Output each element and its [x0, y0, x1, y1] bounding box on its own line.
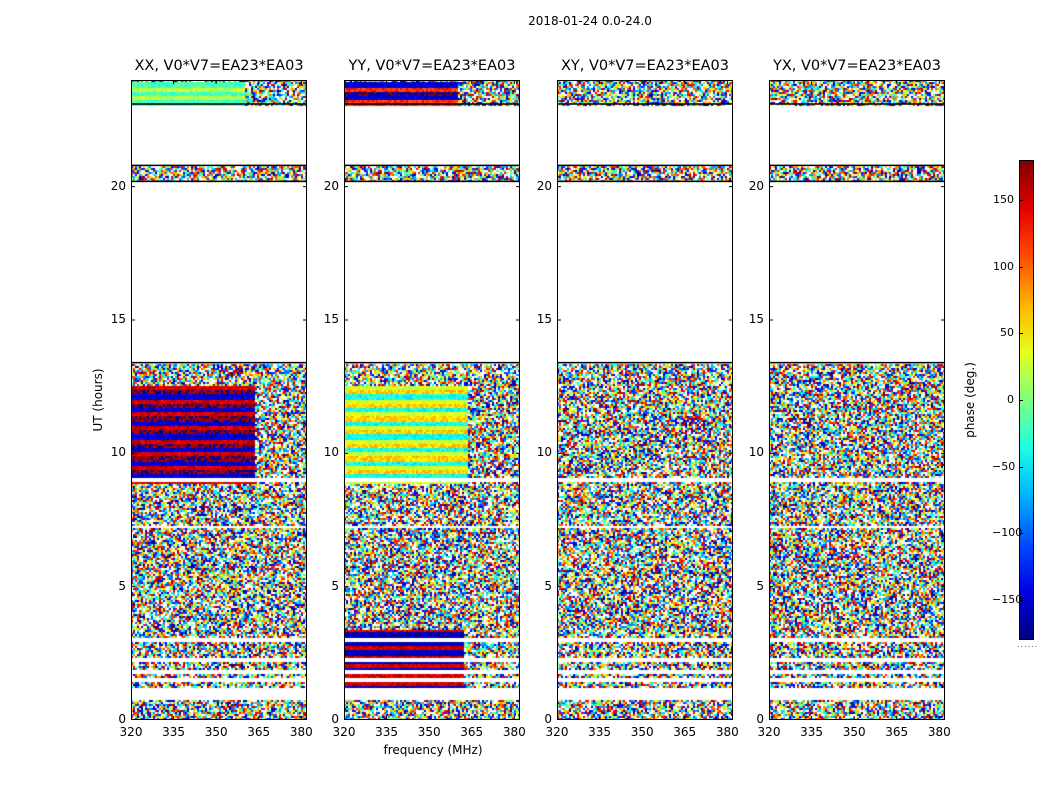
x-tick-label: 335 [162, 725, 186, 739]
colorbar-label: phase (deg.) [963, 362, 977, 438]
y-tick-label: 5 [544, 578, 552, 593]
y-tick-label: 5 [756, 578, 764, 593]
x-tick-label: 335 [588, 725, 612, 739]
x-tick-label: 380 [502, 725, 526, 739]
y-tick-label: 0 [756, 712, 764, 726]
colorbar-tick-mark [1019, 200, 1023, 201]
y-tick-label: 15 [110, 312, 126, 326]
heatmap-panel-xx [131, 80, 307, 720]
panel-title-yx: YX, V0*V7=EA23*EA03 [772, 58, 941, 74]
x-tick-label: 320 [545, 725, 569, 739]
y-tick-label: 15 [536, 312, 552, 326]
heatmap-image-xx [131, 80, 307, 720]
x-tick-label: 320 [332, 725, 356, 739]
x-tick-label: 320 [119, 725, 143, 739]
y-tick-label: 5 [331, 578, 339, 593]
y-tick-label: 15 [748, 312, 764, 326]
colorbar-tick-mark [1019, 533, 1023, 535]
y-tick-label: 0 [331, 712, 339, 726]
colorbar-tick-label: 50 [1000, 326, 1014, 340]
x-tick-label: 365 [673, 725, 697, 739]
heatmap-yx [769, 80, 945, 720]
panel-frame [131, 80, 307, 720]
colorbar-tick-mark [1019, 600, 1023, 601]
x-tick-label: 350 [842, 725, 866, 739]
panel-title-xy: XY, V0*V7=EA23*EA03 [560, 58, 729, 74]
y-tick-label: 0 [118, 712, 126, 726]
x-tick-label: 350 [204, 725, 228, 739]
y-tick-label: 10 [536, 445, 552, 460]
y-tick-label: 10 [110, 445, 126, 460]
x-tick-label: 365 [885, 725, 909, 739]
colorbar-footer: ...... [1017, 640, 1039, 649]
y-tick-label: 15 [323, 312, 339, 326]
y-tick-label: 20 [110, 178, 126, 193]
y-tick-label: 10 [748, 445, 764, 460]
colorbar-tick-mark [1019, 466, 1023, 468]
panel-frame [557, 80, 733, 720]
colorbar-tick-label: 0 [1007, 393, 1014, 406]
y-tick-label: 5 [118, 578, 126, 593]
x-tick-label: 335 [800, 725, 824, 739]
colorbar-tick-label: −100 [992, 526, 1023, 540]
x-tick-label: 320 [757, 725, 781, 739]
heatmap-panel-yy [344, 80, 520, 720]
colorbar-tick-mark [1019, 333, 1023, 335]
heatmap-xx [131, 80, 307, 720]
x-tick-label: 380 [289, 725, 313, 739]
heatmap-image-xy [557, 80, 733, 720]
heatmap-yy [344, 80, 520, 720]
y-tick-label: 20 [536, 178, 552, 193]
heatmap-xy [557, 80, 733, 720]
panel-frame [344, 80, 520, 720]
x-tick-label: 380 [715, 725, 739, 739]
panel-title-yy: YY, V0*V7=EA23*EA03 [348, 58, 516, 74]
panel-frame [769, 80, 945, 720]
y-tick-label: 20 [748, 178, 764, 193]
heatmap-image-yx [769, 80, 945, 720]
heatmap-panel-yx [769, 80, 945, 720]
y-axis-label: UT (hours) [91, 368, 105, 432]
y-tick-label: 0 [544, 712, 552, 726]
x-axis-label: frequency (MHz) [383, 743, 483, 757]
figure-title: 2018-01-24 0.0-24.0 [528, 14, 652, 28]
x-tick-label: 350 [417, 725, 441, 739]
x-tick-label: 365 [247, 725, 271, 739]
heatmap-image-yy [344, 80, 520, 720]
x-tick-label: 335 [375, 725, 399, 739]
colorbar-tick-label: −150 [992, 593, 1023, 606]
panel-title-xx: XX, V0*V7=EA23*EA03 [134, 58, 304, 74]
y-tick-label: 20 [323, 178, 339, 193]
x-tick-label: 350 [630, 725, 654, 739]
x-tick-label: 365 [460, 725, 484, 739]
colorbar-tick-label: −50 [992, 459, 1016, 473]
colorbar-tick-mark [1019, 266, 1023, 268]
heatmap-panel-xy [557, 80, 733, 720]
colorbar-tick-label: 150 [993, 193, 1014, 206]
colorbar-tick-label: 100 [993, 259, 1014, 273]
colorbar-tick-mark [1019, 400, 1023, 401]
y-tick-label: 10 [323, 445, 339, 460]
x-tick-label: 380 [927, 725, 951, 739]
